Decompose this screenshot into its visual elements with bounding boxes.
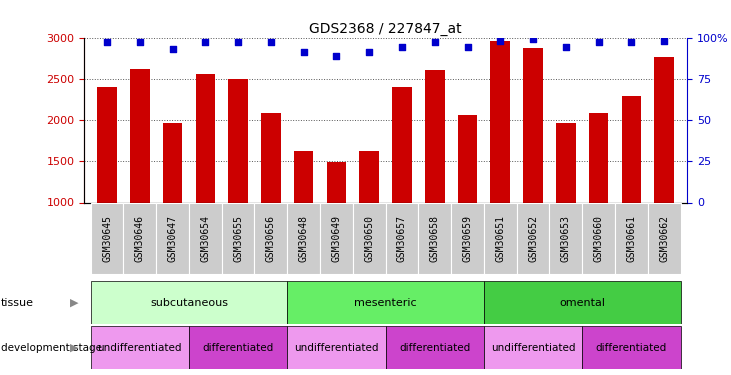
Bar — [654, 57, 674, 202]
Point — [167, 46, 178, 52]
Bar — [353, 202, 386, 274]
Bar — [484, 202, 517, 274]
Bar — [91, 326, 189, 369]
Bar — [287, 202, 320, 274]
Bar — [458, 115, 477, 202]
Text: GSM30651: GSM30651 — [496, 214, 505, 262]
Bar — [130, 69, 150, 203]
Text: GSM30657: GSM30657 — [397, 214, 407, 262]
Bar — [294, 150, 314, 202]
Point — [429, 39, 441, 45]
Bar — [621, 96, 641, 202]
Text: GSM30654: GSM30654 — [200, 214, 211, 262]
Text: ▶: ▶ — [70, 298, 79, 308]
Text: GSM30646: GSM30646 — [135, 214, 145, 262]
Point — [593, 39, 605, 45]
Point — [462, 44, 474, 50]
Bar — [91, 281, 287, 324]
Bar — [648, 202, 681, 274]
Point — [330, 53, 342, 58]
Bar — [425, 70, 444, 202]
Bar — [556, 123, 576, 202]
Text: GSM30662: GSM30662 — [659, 214, 669, 262]
Bar — [517, 202, 550, 274]
Bar — [523, 48, 543, 202]
Bar — [583, 326, 681, 369]
Text: subcutaneous: subcutaneous — [150, 298, 228, 308]
Text: GSM30645: GSM30645 — [102, 214, 112, 262]
Text: GSM30653: GSM30653 — [561, 214, 571, 262]
Text: undifferentiated: undifferentiated — [294, 343, 379, 353]
Bar — [588, 113, 608, 202]
Point — [659, 38, 670, 44]
Bar — [287, 326, 386, 369]
Bar — [189, 202, 221, 274]
Text: differentiated: differentiated — [399, 343, 470, 353]
Bar — [320, 202, 353, 274]
Bar — [287, 281, 484, 324]
Text: GSM30650: GSM30650 — [364, 214, 374, 262]
Text: GSM30648: GSM30648 — [299, 214, 308, 262]
Bar — [386, 202, 418, 274]
Bar — [97, 87, 117, 202]
Bar — [124, 202, 156, 274]
Point — [626, 39, 637, 45]
Bar — [195, 74, 215, 202]
Text: GSM30660: GSM30660 — [594, 214, 604, 262]
Point — [232, 39, 244, 45]
Bar — [615, 202, 648, 274]
Bar — [550, 202, 583, 274]
Point — [134, 39, 145, 45]
Bar — [189, 326, 287, 369]
Text: development stage: development stage — [1, 343, 102, 353]
Point — [200, 39, 211, 45]
Point — [396, 44, 408, 50]
Text: undifferentiated: undifferentiated — [491, 343, 575, 353]
Text: tissue: tissue — [1, 298, 34, 308]
Bar — [156, 202, 189, 274]
Text: GSM30658: GSM30658 — [430, 214, 440, 262]
Text: GSM30661: GSM30661 — [626, 214, 637, 262]
Bar — [392, 87, 412, 202]
Bar — [261, 112, 281, 202]
Text: GSM30656: GSM30656 — [266, 214, 276, 262]
Text: GSM30647: GSM30647 — [167, 214, 178, 262]
Point — [101, 39, 113, 45]
Bar — [228, 79, 248, 203]
Text: omental: omental — [559, 298, 605, 308]
Point — [265, 39, 277, 45]
Bar — [451, 202, 484, 274]
Title: GDS2368 / 227847_at: GDS2368 / 227847_at — [309, 22, 462, 36]
Bar — [221, 202, 254, 274]
Text: differentiated: differentiated — [202, 343, 273, 353]
Text: GSM30649: GSM30649 — [331, 214, 341, 262]
Bar — [91, 202, 124, 274]
Point — [527, 36, 539, 42]
Bar — [583, 202, 615, 274]
Text: GSM30659: GSM30659 — [463, 214, 472, 262]
Text: mesenteric: mesenteric — [355, 298, 417, 308]
Text: ▶: ▶ — [70, 343, 79, 353]
Text: GSM30652: GSM30652 — [528, 214, 538, 262]
Text: undifferentiated: undifferentiated — [97, 343, 182, 353]
Point — [560, 44, 572, 50]
Bar — [360, 150, 379, 202]
Text: GSM30655: GSM30655 — [233, 214, 243, 262]
Bar — [418, 202, 451, 274]
Bar — [491, 41, 510, 203]
Bar — [484, 326, 583, 369]
Point — [298, 50, 309, 55]
Bar — [484, 281, 681, 324]
Bar — [254, 202, 287, 274]
Text: differentiated: differentiated — [596, 343, 667, 353]
Bar — [386, 326, 484, 369]
Bar — [163, 123, 183, 202]
Point — [363, 50, 375, 55]
Point — [494, 38, 506, 44]
Bar — [327, 162, 346, 202]
